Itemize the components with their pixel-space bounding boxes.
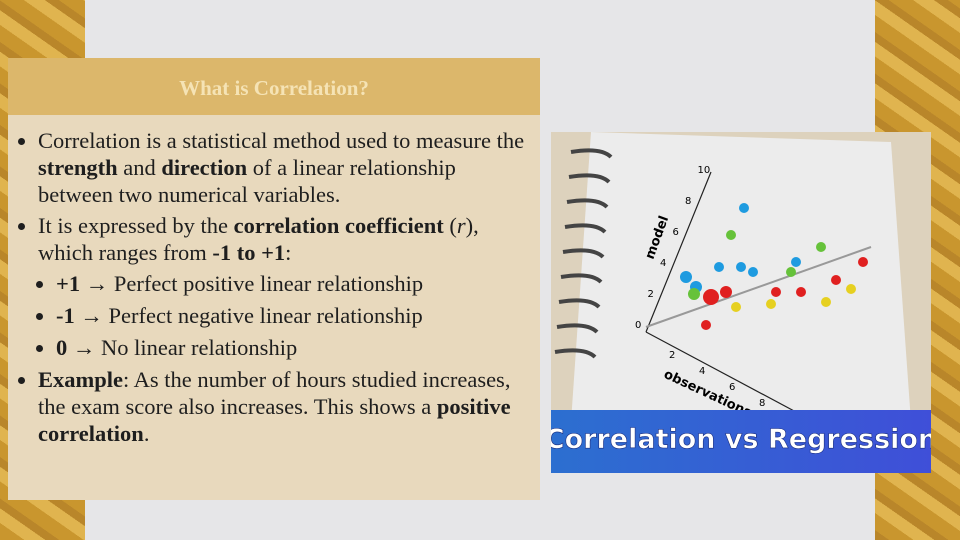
sub-bullet: +1 → Perfect positive linear relationshi… <box>56 270 528 297</box>
text-run: → Perfect positive linear relationship <box>80 271 424 296</box>
text-run: : <box>285 240 292 265</box>
text-run: → No linear relationship <box>67 335 298 360</box>
tick-label: 6 <box>729 382 735 393</box>
sub-bullet: -1 → Perfect negative linear relationshi… <box>56 302 528 329</box>
slide-title: What is Correlation? <box>8 58 540 115</box>
text-run: ( <box>443 213 457 238</box>
text-run: -1 to +1 <box>212 240 286 265</box>
tick-label: 6 <box>673 227 679 238</box>
tick-label: 8 <box>685 196 691 207</box>
text-run: r <box>456 213 466 238</box>
text-run: correlation coefficient <box>233 213 444 238</box>
text-run: ), which ranges from <box>38 213 479 265</box>
text-run: It is expressed by the <box>38 213 234 238</box>
text-run: of a linear relationship between two num… <box>38 155 456 207</box>
bullet: It is expressed by the correlation coeff… <box>38 212 528 361</box>
tick-label: 2 <box>669 350 675 361</box>
sub-bullet: 0 → No linear relationship <box>56 334 528 361</box>
text-box: What is Correlation? Correlation is a st… <box>8 58 540 500</box>
bullet: Example: As the number of hours studied … <box>38 366 528 447</box>
text-run: : As the number of hours studied increas… <box>38 367 511 419</box>
tick-label: 0 <box>635 320 641 331</box>
tick-label: 2 <box>648 289 654 300</box>
text-run: Example <box>38 367 124 392</box>
plot-axes <box>645 171 872 413</box>
tick-label: 4 <box>660 258 666 269</box>
text-run: positive correlation <box>38 394 511 446</box>
text-run: Correlation is a statistical method used… <box>38 128 525 153</box>
text-run: 0 <box>56 335 68 360</box>
scatter-dots <box>680 203 868 330</box>
tick-label: 4 <box>699 366 705 377</box>
spiral <box>554 148 613 359</box>
tick-label: 10 <box>698 165 711 176</box>
text-run: strength <box>38 155 118 180</box>
tick-label: 8 <box>759 398 765 409</box>
bullet-list: Correlation is a statistical method used… <box>8 127 528 447</box>
bullet: Correlation is a statistical method used… <box>38 127 528 208</box>
text-run: . <box>143 421 150 446</box>
text-run: +1 <box>56 271 81 296</box>
text-run: direction <box>161 155 248 180</box>
sub-list: +1 → Perfect positive linear relationshi… <box>38 270 528 361</box>
caption-band <box>551 410 931 473</box>
text-run: and <box>117 155 162 180</box>
notebook <box>571 132 911 422</box>
text-run: → Perfect negative linear relationship <box>74 303 423 328</box>
caption: Correlation vs Regression <box>551 424 931 455</box>
text-run: -1 <box>56 303 75 328</box>
